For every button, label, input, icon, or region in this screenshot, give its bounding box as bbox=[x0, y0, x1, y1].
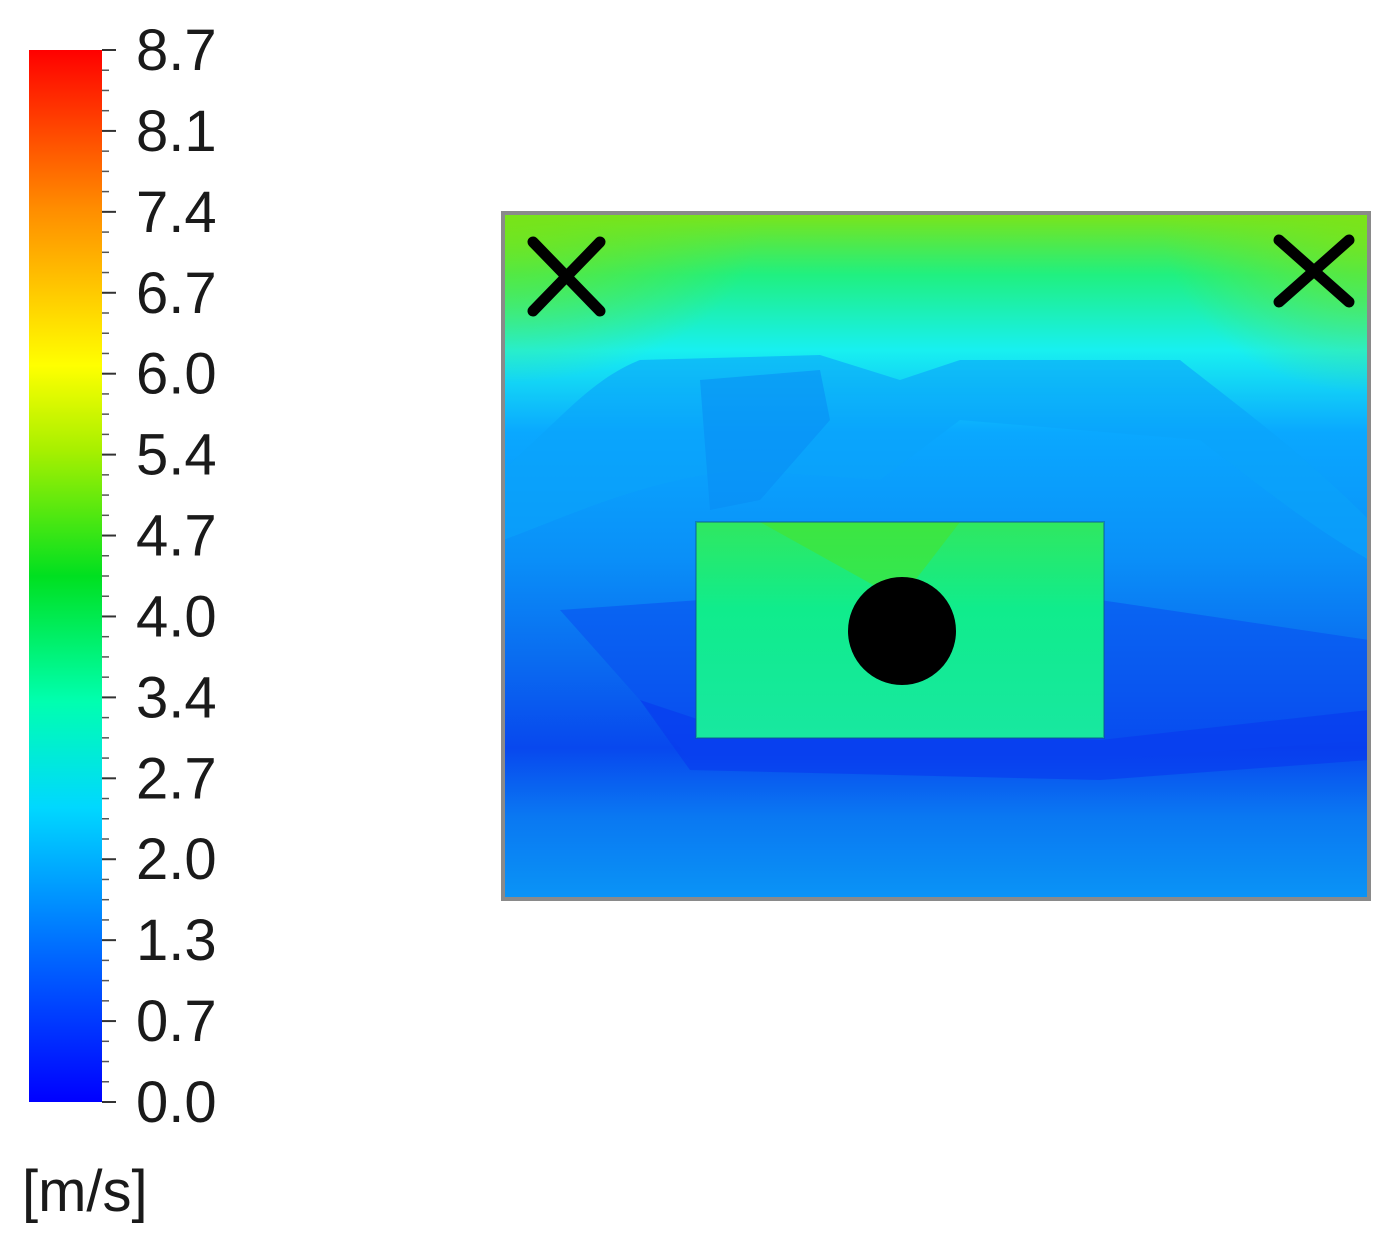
cross-marker-top-right bbox=[1273, 234, 1355, 308]
colorbar-gradient bbox=[29, 50, 102, 1102]
colorbar-minor-ticks bbox=[102, 69, 109, 1083]
colorbar-tick-label: 2.0 bbox=[136, 827, 217, 892]
colorbar-tick-label: 4.7 bbox=[136, 504, 217, 569]
colorbar-tick-label: 0.0 bbox=[136, 1070, 217, 1135]
colorbar-tick-label: 0.7 bbox=[136, 989, 217, 1054]
colorbar-tick-label: 8.7 bbox=[136, 18, 217, 83]
colorbar: 0.0 0.7 1.3 2.0 2.7 3.4 4.0 4.7 5.4 6.0 6.7 7.4 8.1 8… bbox=[22, 18, 217, 1224]
colorbar-tick-label: 6.0 bbox=[136, 342, 217, 407]
velocity-band-mid bbox=[700, 370, 830, 510]
colorbar-tick-label: 4.0 bbox=[136, 584, 217, 649]
velocity-band-lowest bbox=[640, 700, 1369, 780]
colorbar-tick-label: 6.7 bbox=[136, 261, 217, 326]
domain-border bbox=[501, 211, 1371, 901]
corner-glow-right bbox=[1160, 213, 1369, 393]
contour-domain bbox=[503, 213, 1369, 899]
colorbar-tick-label: 7.4 bbox=[136, 180, 217, 245]
colorbar-tick-label: 5.4 bbox=[136, 423, 217, 488]
center-circle-marker bbox=[848, 577, 956, 685]
center-box-outline bbox=[695, 521, 1105, 739]
colorbar-tick-label: 2.7 bbox=[136, 746, 217, 811]
colorbar-tick-label: 3.4 bbox=[136, 665, 217, 730]
colorbar-ticks: 0.0 0.7 1.3 2.0 2.7 3.4 4.0 4.7 5.4 6.0 6.7 7.4 8.1 8… bbox=[102, 18, 217, 1135]
colorbar-unit-label: [m/s] bbox=[22, 1159, 148, 1224]
colorbar-tick-label: 1.3 bbox=[136, 908, 217, 973]
cross-marker-top-left bbox=[527, 236, 606, 317]
colorbar-tick-label: 8.1 bbox=[136, 99, 217, 164]
